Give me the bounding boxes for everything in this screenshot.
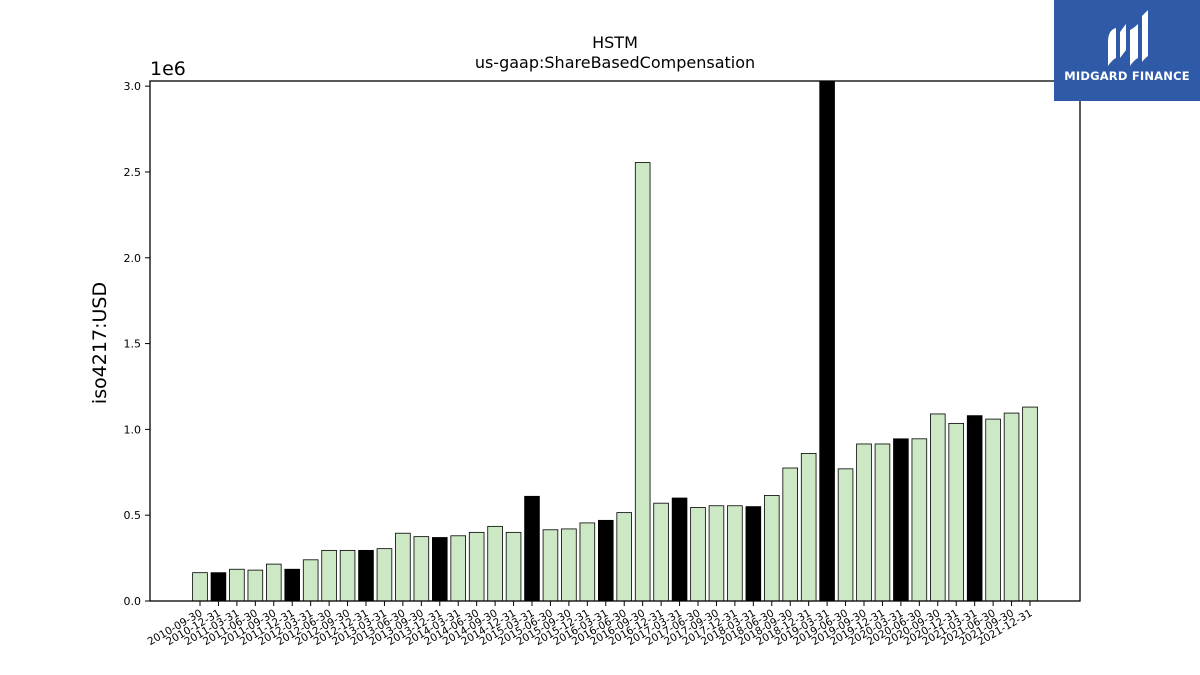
bar-2018-06-30	[764, 495, 780, 602]
bar-2018-03-31	[745, 506, 762, 602]
bar-2021-03-31	[966, 415, 983, 602]
bar-2021-09-30	[1003, 412, 1020, 602]
bar-2015-06-30	[542, 529, 559, 602]
bar-2019-03-31	[819, 80, 835, 602]
bar-2015-12-31	[579, 522, 596, 602]
bar-2017-06-30	[690, 507, 706, 602]
bar-2013-12-31	[431, 537, 448, 602]
bar-2021-12-31	[1022, 406, 1038, 602]
bar-2014-03-31	[450, 535, 466, 602]
bar-2016-09-30	[634, 162, 651, 602]
chart-subtitle: us-gaap:ShareBasedCompensation	[475, 53, 755, 72]
bar-2010-09-30	[192, 572, 208, 602]
bar-2017-12-31	[727, 505, 743, 602]
bar-2015-03-31	[524, 495, 540, 602]
bar-2017-03-31	[671, 497, 688, 602]
chart-title: HSTM	[592, 33, 638, 52]
bar-2012-06-30	[321, 549, 337, 602]
bar-2014-12-31	[505, 531, 522, 602]
bar-2019-09-30	[856, 443, 872, 602]
bar-2019-06-30	[837, 468, 854, 602]
bar-2013-09-30	[413, 536, 430, 602]
bar-2012-09-30	[339, 549, 356, 602]
bar-2018-09-30	[782, 467, 799, 602]
bar-2011-03-31	[229, 568, 245, 602]
bar-2017-09-30	[708, 505, 725, 602]
bar-2021-06-30	[985, 418, 1001, 602]
y-tick-label: 3.0	[124, 80, 142, 93]
y-ticks: 0.0 0.5 1.0 1.5 2.0 2.5 3.0	[124, 80, 150, 608]
bar-2019-12-31	[874, 443, 891, 602]
plot-frame	[149, 80, 1081, 602]
bar-2011-12-31	[284, 568, 300, 602]
bar-2011-09-30	[265, 563, 282, 602]
logo-text: MIDGARD FINANCE	[1064, 69, 1190, 83]
y-tick-label: 1.5	[124, 338, 142, 351]
bars-group	[192, 80, 1038, 602]
bar-2016-06-30	[616, 512, 633, 602]
bar-2010-12-31	[210, 572, 227, 602]
bar-2014-09-30	[487, 525, 503, 602]
y-tick-label: 2.5	[124, 166, 142, 179]
bar-2013-06-30	[395, 532, 411, 602]
bar-2018-12-31	[800, 453, 817, 602]
bar-2020-03-31	[893, 438, 909, 602]
bar-2020-09-30	[930, 413, 946, 602]
bar-2015-09-30	[561, 528, 577, 602]
midgard-finance-logo: MIDGARD FINANCE	[1054, 0, 1200, 101]
x-ticks: 2010-09-302010-12-312011-03-312011-06-30…	[146, 601, 1035, 648]
bar-2014-06-30	[468, 531, 485, 602]
bar-2012-12-31	[358, 549, 374, 602]
y-tick-label: 1.0	[124, 423, 142, 436]
y-tick-label: 0.0	[124, 595, 142, 608]
bar-2020-06-30	[911, 438, 928, 602]
bar-2016-12-31	[653, 502, 669, 602]
y-scale-label: 1e6	[150, 58, 186, 80]
bar-2012-03-31	[302, 559, 319, 602]
y-axis-label: iso4217:USD	[89, 282, 111, 404]
midgard-finance-logo-mark-icon	[1108, 10, 1148, 66]
y-tick-label: 2.0	[124, 252, 142, 265]
bar-2013-03-31	[376, 548, 393, 602]
bar-2020-12-31	[948, 422, 965, 602]
bar-2011-06-30	[247, 569, 264, 602]
y-tick-label: 0.5	[124, 509, 142, 522]
bar-2016-03-31	[598, 519, 614, 602]
